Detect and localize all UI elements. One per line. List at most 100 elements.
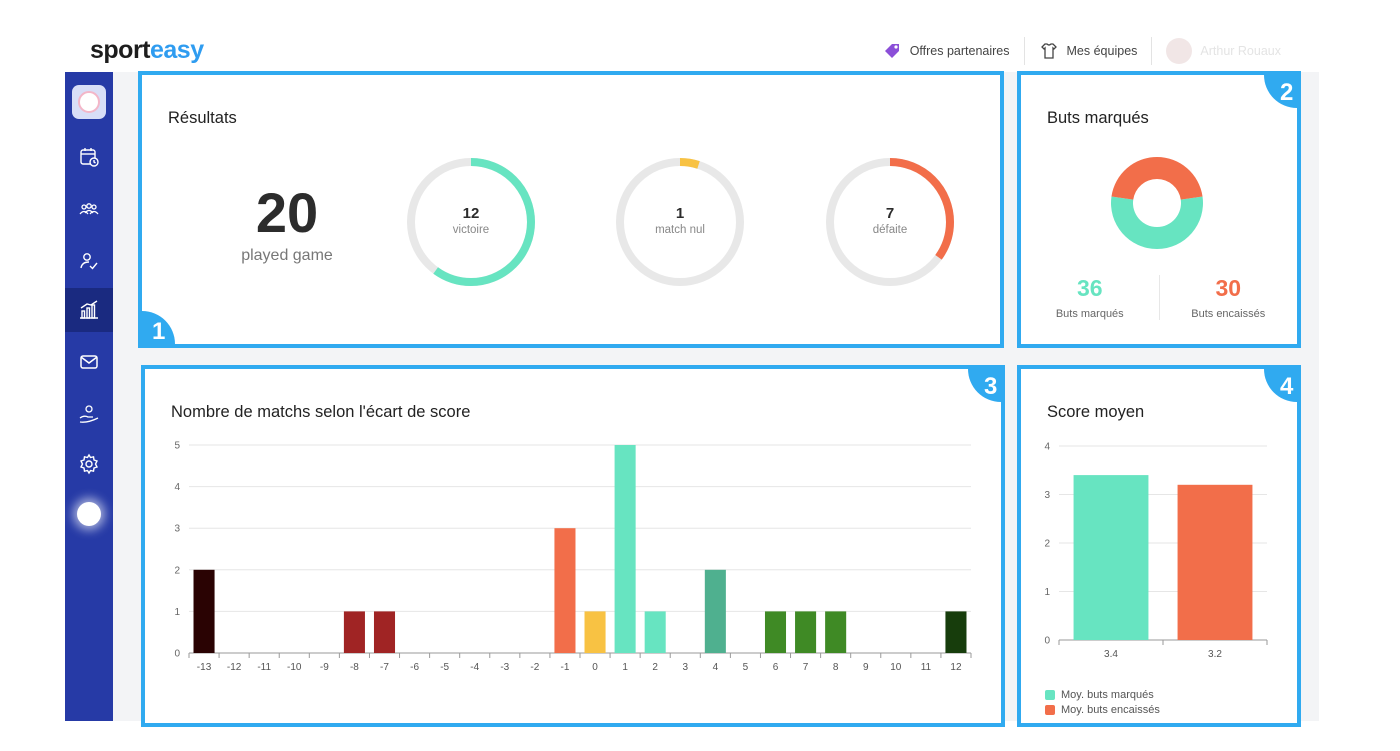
x-tick-label: 4 <box>713 662 719 673</box>
settings-icon <box>80 453 98 475</box>
x-tick-label: -5 <box>440 662 449 673</box>
legend-label-conceded: Moy. buts encaissés <box>1061 703 1160 716</box>
user-avatar-icon <box>77 502 101 526</box>
played-games: 20 played game <box>232 183 342 265</box>
y-tick-label: 3 <box>1044 490 1050 501</box>
bar--8[interactable] <box>343 611 365 653</box>
x-tick-label: 5 <box>743 662 749 673</box>
draws-ring: 1 match nul <box>613 155 747 289</box>
bar--7[interactable] <box>373 611 396 653</box>
legend-swatch-conceded <box>1045 704 1055 715</box>
played-games-label: played game <box>241 247 333 264</box>
legend-item-scored: Moy. buts marqués <box>1045 687 1160 702</box>
x-tick-label: 3 <box>682 662 688 673</box>
losses-count: 7 <box>885 205 895 222</box>
sporteasy-logo[interactable]: sporteasy <box>90 36 204 65</box>
x-tick-label: -1 <box>561 662 570 673</box>
section-badge-1-number: 1 <box>152 318 166 345</box>
y-tick-label: 0 <box>1044 636 1050 647</box>
x-tick-label: -12 <box>227 662 242 673</box>
y-tick-label: 4 <box>1044 442 1050 453</box>
score-difference-title: Nombre de matchs selon l'écart de score <box>171 403 471 421</box>
goals-card: Buts marqués 36 Buts marqués 30 Buts enc… <box>1017 71 1301 348</box>
donut-slice-scored <box>1111 196 1203 249</box>
sidebar-item-payments[interactable] <box>65 392 113 436</box>
tag-icon <box>884 44 899 58</box>
x-tick-label: -11 <box>257 662 271 673</box>
x-tick-label: 2 <box>652 662 658 673</box>
bar-6[interactable] <box>764 611 787 653</box>
bar--13[interactable] <box>193 569 215 653</box>
wins-label: victoire <box>452 224 490 236</box>
y-tick-label: 3 <box>174 524 180 535</box>
x-tick-label: -9 <box>320 662 329 673</box>
bar-12[interactable] <box>945 611 967 653</box>
sidebar-item-messages[interactable] <box>65 340 113 384</box>
x-tick-label: 0 <box>592 662 598 673</box>
losses-label: défaite <box>872 224 908 236</box>
sidebar-item-members[interactable] <box>65 187 113 231</box>
average-score-card: Score moyen 0 1 2 3 4 3.4 3.2 Moy. buts marqué… <box>1017 365 1301 727</box>
results-card: Résultats 20 played game 12 victoire 1 m… <box>138 71 1004 348</box>
section-badge-3-number: 3 <box>984 373 998 400</box>
x-tick-label: -2 <box>530 662 539 673</box>
goals-scored-label: Buts marqués <box>1055 308 1124 320</box>
wins-ring: 12 victoire <box>404 155 538 289</box>
goals-conceded: 30 Buts encaissés <box>1158 275 1298 320</box>
goals-title: Buts marqués <box>1047 109 1149 127</box>
bar-1[interactable] <box>614 445 636 653</box>
logo-text-sport: sport <box>90 36 151 64</box>
bar-4[interactable] <box>704 569 726 653</box>
losses-ring-chart <box>826 158 954 286</box>
sidebar-item-settings[interactable] <box>65 442 113 486</box>
bar--1[interactable] <box>554 528 576 653</box>
ring-arc-match-nul <box>616 158 744 286</box>
stats-icon <box>80 300 98 319</box>
sidebar-item-statistics[interactable] <box>65 288 113 332</box>
average-score-chart: 0 1 2 3 4 3.4 3.2 <box>1044 442 1268 660</box>
x-tick-label: -3 <box>500 662 509 673</box>
section-badge-3: 3 <box>968 369 1001 402</box>
x-tick-label: -7 <box>380 662 389 673</box>
y-tick-label: 1 <box>1044 587 1050 598</box>
top-navigation: Offres partenaires Mes équipes Arthur Ro… <box>868 35 1295 67</box>
x-tick-label: -6 <box>410 662 419 673</box>
goals-conceded-value: 30 <box>1215 275 1242 301</box>
x-tick-label: 1 <box>622 662 628 673</box>
bar-0[interactable] <box>584 611 606 653</box>
bar-3.2[interactable] <box>1177 484 1253 640</box>
average-score-title: Score moyen <box>1047 403 1145 421</box>
user-avatar-icon <box>1166 38 1193 64</box>
bar-8[interactable] <box>825 611 847 653</box>
section-badge-4: 4 <box>1264 369 1297 402</box>
goals-stats: 36 Buts marqués 30 Buts encaissés <box>1021 275 1297 320</box>
bar-7[interactable] <box>795 611 817 653</box>
x-tick-label: -8 <box>350 662 359 673</box>
sidebar-item-calendar[interactable] <box>65 135 113 179</box>
ring-arc-défaite <box>826 158 954 286</box>
user-menu[interactable]: Arthur Rouaux <box>1151 37 1295 65</box>
sidebar-team-logo[interactable] <box>65 80 113 124</box>
y-tick-label: 4 <box>174 482 180 493</box>
draws-count: 1 <box>675 205 685 222</box>
score-difference-card: Nombre de matchs selon l'écart de score … <box>141 365 1005 727</box>
results-title: Résultats <box>168 109 237 127</box>
y-tick-label: 2 <box>174 565 180 576</box>
shirt-icon <box>1040 43 1057 59</box>
calendar-icon <box>80 148 99 167</box>
bar-3.4[interactable] <box>1073 475 1149 640</box>
y-tick-label: 0 <box>174 649 180 660</box>
section-badge-2-number: 2 <box>1280 79 1294 106</box>
bar-2[interactable] <box>644 611 666 653</box>
sidebar-item-attendance[interactable] <box>65 239 113 283</box>
sidebar-user-avatar[interactable] <box>65 492 113 536</box>
group-icon <box>79 203 99 215</box>
y-tick-label: 2 <box>1044 539 1050 550</box>
logo-text-easy: easy <box>150 36 204 64</box>
x-tick-label: 8 <box>833 662 839 673</box>
partner-offers-link[interactable]: Offres partenaires <box>868 37 1024 65</box>
draws-label: match nul <box>655 224 705 236</box>
my-teams-link[interactable]: Mes équipes <box>1023 37 1152 65</box>
goals-donut-chart <box>1111 157 1203 249</box>
